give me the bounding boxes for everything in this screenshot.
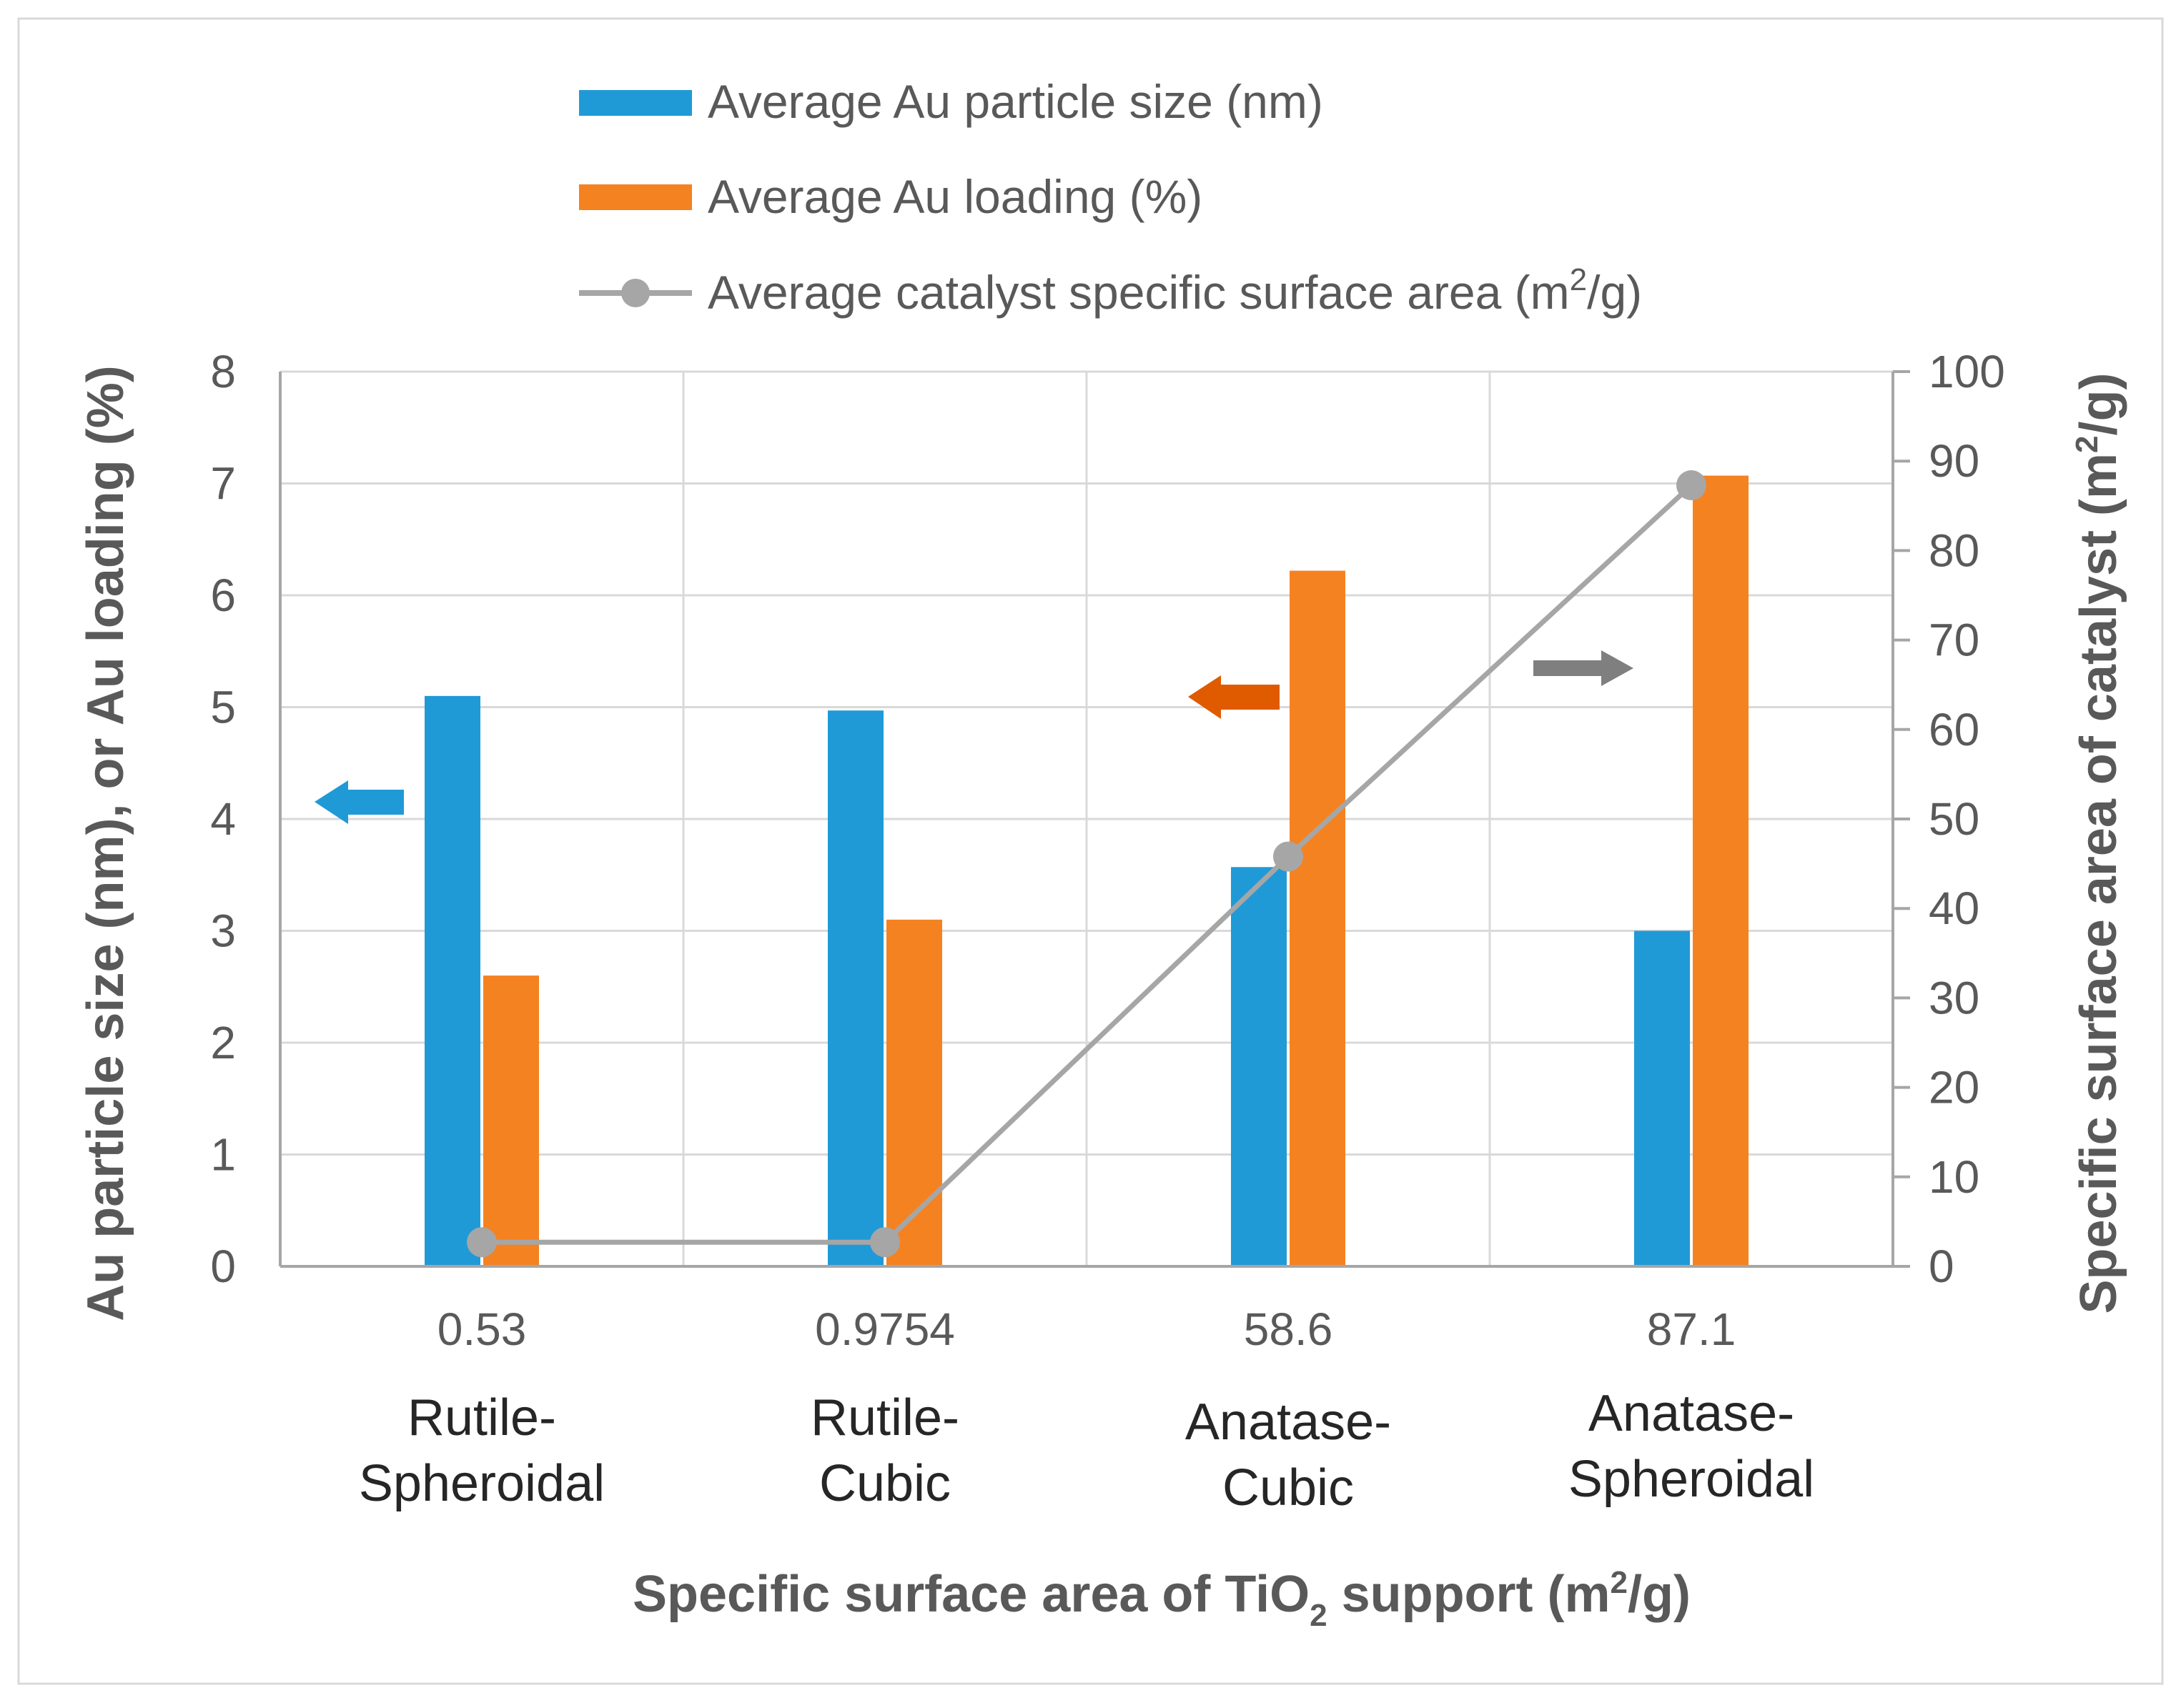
legend-label-loading: Average Au loading (%) [708, 170, 1202, 223]
right-axis-ticks: 0 10 20 30 40 50 60 70 80 90 100 [1929, 346, 2005, 1292]
right-tick-label: 90 [1929, 435, 1979, 487]
left-tick-label: 5 [210, 682, 236, 733]
surface-area-point-1 [870, 1227, 900, 1258]
blue-left-arrow [315, 780, 404, 824]
category-name-line: Anatase- [1185, 1394, 1391, 1451]
x-tick-label: 0.53 [437, 1304, 527, 1355]
left-tick-label: 0 [210, 1241, 236, 1292]
line-series [467, 470, 1706, 1258]
right-tick-label: 40 [1929, 883, 1979, 934]
right-tick-label: 60 [1929, 704, 1979, 755]
category-name-line: Anatase- [1588, 1385, 1794, 1442]
chart-frame [17, 17, 2164, 1685]
legend-swatch-particle-size [579, 90, 692, 116]
bar-loading-0 [483, 975, 539, 1266]
bar-loading-2 [1290, 570, 1345, 1266]
right-tick-label: 10 [1929, 1151, 1979, 1203]
x-tick-label: 0.9754 [815, 1304, 955, 1355]
right-tick-label: 0 [1929, 1241, 1954, 1292]
right-tick-label: 50 [1929, 793, 1979, 845]
right-tick-label: 30 [1929, 972, 1979, 1023]
legend: Average Au particle size (nm) Average Au… [579, 75, 1642, 319]
left-tick-label: 6 [210, 570, 236, 621]
legend-label-surface-area: Average catalyst specific surface area (… [708, 262, 1642, 319]
left-tick-label: 3 [210, 905, 236, 957]
bar-loading-3 [1693, 475, 1749, 1267]
legend-label-particle-size: Average Au particle size (nm) [708, 75, 1323, 128]
category-name-line: Rutile- [811, 1389, 959, 1446]
bar-particle-size-0 [425, 695, 480, 1266]
category-name-line: Spheroidal [359, 1455, 605, 1512]
category-name-line: Spheroidal [1568, 1451, 1814, 1508]
orange-left-arrow [1188, 675, 1280, 719]
x-tick-label: 58.6 [1244, 1304, 1333, 1355]
right-tick-label: 20 [1929, 1062, 1979, 1113]
left-tick-label: 1 [210, 1129, 236, 1181]
annotation-arrows [315, 650, 1633, 824]
left-tick-label: 4 [210, 793, 236, 845]
x-axis-title: Specific surface area of TiO2 support (m… [633, 1565, 1691, 1633]
right-axis-title: Specific surface area of catalyst (m2/g) [2069, 372, 2127, 1314]
category-names: Rutile- Spheroidal Rutile- Cubic Anatase- Cub… [359, 1385, 1814, 1516]
left-axis-title: Au particle size (nm), or Au loading (%) [77, 365, 134, 1321]
bar-particle-size-2 [1231, 867, 1287, 1266]
surface-area-point-0 [467, 1227, 497, 1258]
legend-swatch-loading [579, 184, 692, 210]
bar-particle-size-3 [1634, 930, 1690, 1266]
x-axis-ticks: 0.53 0.9754 58.6 87.1 [437, 1304, 1736, 1355]
axes [279, 370, 1910, 1268]
gray-right-arrow [1533, 650, 1633, 686]
x-tick-label: 87.1 [1647, 1304, 1736, 1355]
left-tick-label: 7 [210, 458, 236, 510]
left-tick-label: 8 [210, 346, 236, 397]
category-name-line: Cubic [819, 1455, 951, 1512]
surface-area-line [482, 483, 1693, 1245]
bars [425, 475, 1749, 1267]
right-tick-label: 80 [1929, 525, 1979, 576]
left-axis-ticks: 0 1 2 3 4 5 6 7 8 [210, 346, 236, 1292]
right-tick-label: 70 [1929, 615, 1979, 666]
bar-particle-size-1 [828, 710, 884, 1266]
legend-swatch-surface-area-marker [621, 279, 650, 307]
category-name-line: Cubic [1222, 1459, 1354, 1516]
surface-area-point-3 [1676, 470, 1706, 501]
category-name-line: Rutile- [407, 1389, 556, 1446]
right-tick-label: 100 [1929, 346, 2005, 397]
surface-area-point-2 [1273, 841, 1303, 872]
left-tick-label: 2 [210, 1017, 236, 1068]
bar-loading-1 [886, 919, 942, 1266]
